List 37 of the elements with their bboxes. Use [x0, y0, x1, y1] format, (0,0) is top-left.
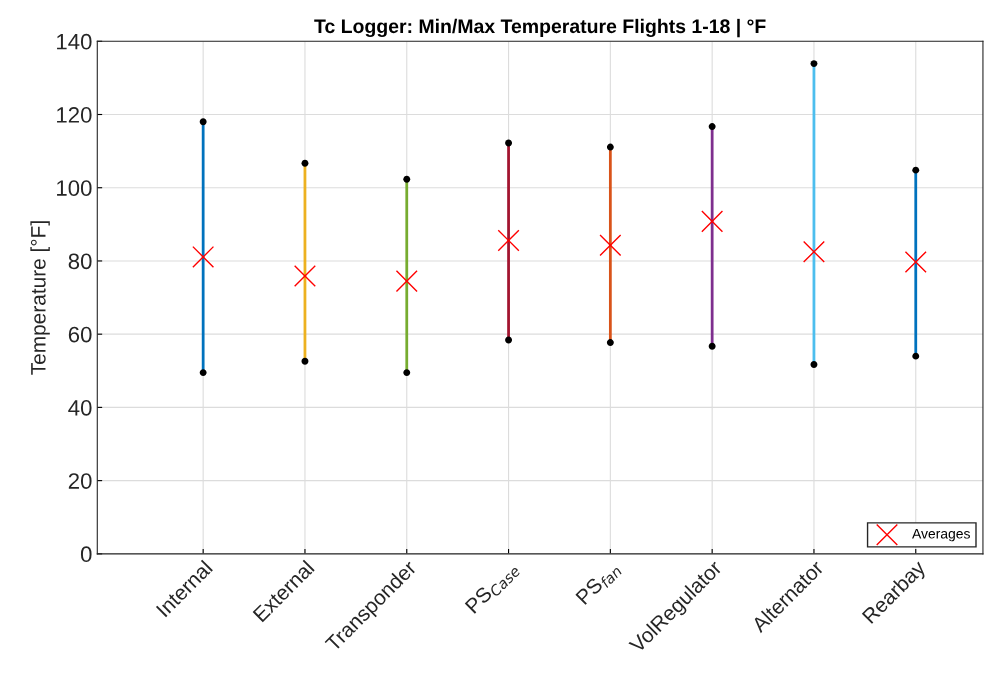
point — [395, 270, 418, 293]
point — [810, 60, 818, 68]
point — [505, 336, 513, 344]
point — [403, 175, 411, 183]
legend-label: Averages — [912, 528, 970, 542]
point — [802, 240, 825, 263]
point — [403, 369, 411, 377]
x-tick-label: PS$_{fan}$ — [575, 560, 623, 608]
y-tick-label: 60 — [68, 326, 92, 343]
point — [904, 251, 927, 274]
point — [192, 245, 215, 268]
y-tick-label: 40 — [68, 399, 92, 416]
point — [505, 139, 513, 147]
point — [199, 369, 207, 377]
point — [606, 143, 614, 151]
point — [606, 339, 614, 347]
y-tick-label: 20 — [68, 473, 92, 489]
point — [497, 229, 520, 252]
y-tick-label: 140 — [57, 33, 92, 50]
point — [912, 352, 920, 360]
x-tick-label: PS$_{Case}$ — [464, 560, 521, 617]
chart-title: Tc Logger: Min/Max Temperature Flights 1-18 | °F — [314, 18, 766, 38]
point — [708, 123, 716, 131]
y-axis-title: Temperature [°F] — [30, 221, 50, 375]
point — [293, 264, 316, 287]
point — [301, 159, 309, 167]
y-tick-label: 120 — [57, 107, 92, 123]
point — [708, 342, 716, 350]
point — [701, 210, 724, 233]
y-tick-label: 80 — [68, 253, 92, 270]
y-tick-label: 100 — [57, 180, 92, 196]
point — [810, 361, 818, 369]
y-tick-label: 0 — [80, 546, 92, 563]
point — [912, 166, 920, 174]
point — [301, 357, 309, 365]
point — [199, 118, 207, 126]
point — [599, 234, 622, 257]
